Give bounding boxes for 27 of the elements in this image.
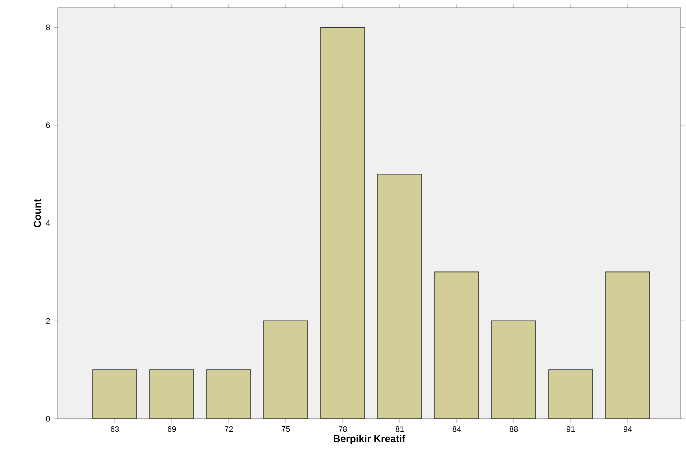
bar bbox=[92, 370, 138, 419]
bar bbox=[548, 370, 594, 419]
bar bbox=[378, 174, 422, 419]
x-tick-label: 75 bbox=[282, 426, 290, 432]
y-tick-label: 0 bbox=[46, 416, 50, 422]
bar bbox=[434, 272, 480, 419]
bar bbox=[150, 370, 194, 419]
x-tick-label: 91 bbox=[566, 426, 576, 432]
x-tick-label: 78 bbox=[338, 426, 348, 432]
y-axis-title: Count bbox=[34, 199, 42, 228]
x-tick-label: 94 bbox=[624, 426, 632, 432]
y-tick-label: 2 bbox=[46, 318, 50, 324]
x-tick-label: 81 bbox=[396, 426, 404, 432]
x-tick-label: 84 bbox=[452, 426, 462, 432]
x-tick-label: 72 bbox=[224, 426, 234, 432]
x-tick-label: 69 bbox=[168, 426, 176, 432]
x-tick-label: 88 bbox=[510, 426, 518, 432]
bar bbox=[320, 27, 366, 419]
bar bbox=[264, 320, 308, 419]
y-tick-label: 4 bbox=[46, 220, 50, 226]
bar bbox=[206, 370, 252, 419]
x-tick-label: 63 bbox=[110, 426, 120, 432]
bar bbox=[606, 272, 650, 419]
y-tick-label: 8 bbox=[46, 24, 50, 30]
bar bbox=[492, 320, 536, 419]
y-tick-label: 6 bbox=[46, 122, 50, 128]
x-axis-title: Berpikir Kreatif bbox=[334, 435, 406, 444]
